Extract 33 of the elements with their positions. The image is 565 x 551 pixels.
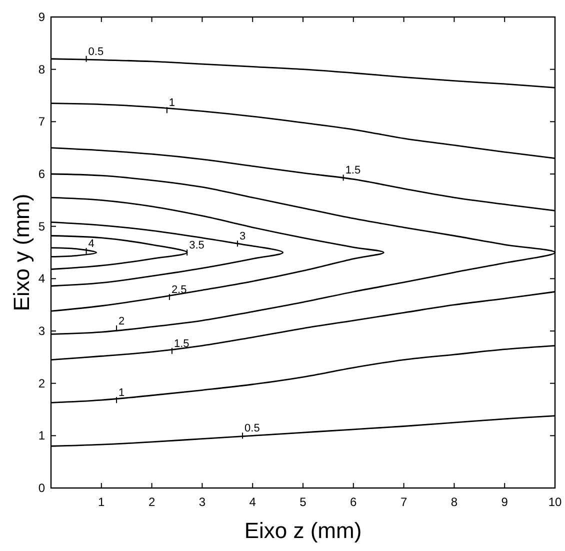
- y-tick-label: 6: [38, 167, 46, 181]
- x-tick-label: 5: [300, 495, 307, 509]
- y-tick-label: 0: [38, 481, 46, 495]
- y-axis-title: Eixo y (mm): [9, 194, 34, 312]
- annotation: 0.5: [244, 422, 260, 435]
- y-tick-label: 9: [38, 10, 46, 24]
- annotation: 0.5: [88, 46, 104, 58]
- x-tick-label: 9: [501, 495, 508, 509]
- annotation: 1.5: [345, 164, 361, 177]
- x-tick-label: 1: [98, 495, 106, 509]
- y-tick-label: 5: [38, 219, 46, 234]
- x-tick-label: 3: [198, 495, 206, 509]
- annotation: 1.5: [174, 338, 190, 350]
- x-tick-label: 6: [350, 495, 358, 509]
- annotation: 1: [118, 387, 125, 400]
- annotation: 2: [118, 315, 125, 328]
- x-tick-label: 2: [148, 495, 156, 509]
- y-tick-label: 3: [38, 324, 46, 338]
- y-tick-label: 2: [38, 376, 46, 390]
- x-tick-label: 4: [249, 495, 256, 509]
- x-axis-title: Eixo z (mm): [244, 518, 362, 543]
- annotation: 3: [239, 230, 246, 243]
- annotation: 2.5: [171, 284, 187, 296]
- x-tick-label: 7: [400, 495, 408, 509]
- y-tick-label: 7: [38, 114, 46, 129]
- y-tick-label: 4: [38, 272, 46, 286]
- annotation: 3.5: [189, 240, 204, 252]
- y-tick-label: 1: [38, 428, 46, 443]
- annotation: 1: [168, 97, 176, 110]
- annotation: 4: [88, 238, 94, 250]
- x-tick-label: 10: [548, 495, 562, 509]
- x-tick-label: 8: [450, 495, 458, 509]
- y-tick-label: 8: [38, 62, 46, 76]
